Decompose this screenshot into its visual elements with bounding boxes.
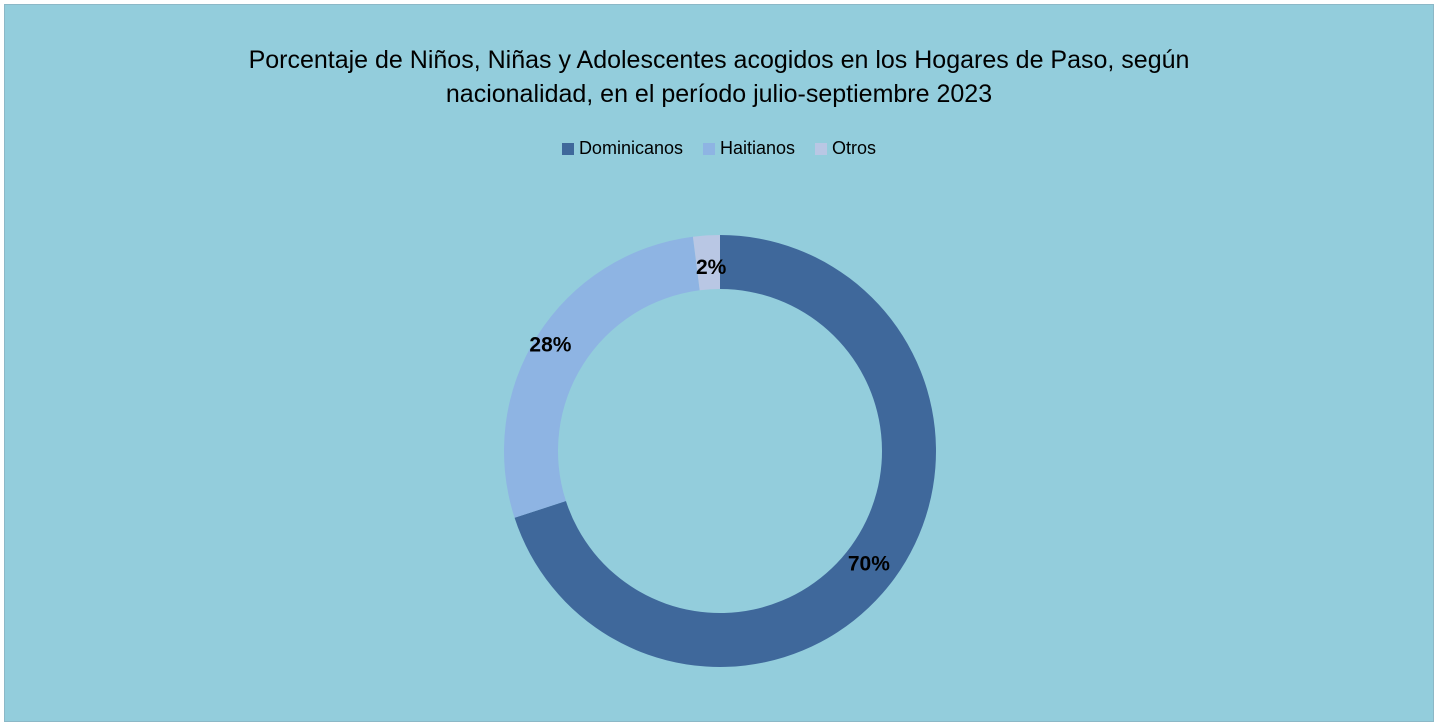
legend-item-haitianos: Haitianos	[702, 138, 796, 159]
legend-label-haitianos: Haitianos	[719, 138, 796, 158]
chart-title: Porcentaje de Niños, Niñas y Adolescente…	[5, 43, 1433, 111]
slice-haitianos	[503, 236, 700, 518]
data-label-dominicanos: 70%	[848, 553, 890, 576]
legend-label-dominicanos: Dominicanos	[578, 138, 683, 158]
chart-title-line-1: Porcentaje de Niños, Niñas y Adolescente…	[248, 46, 1190, 74]
slice-otros	[692, 235, 720, 291]
chart-legend: Dominicanos Haitianos Otros	[5, 138, 1433, 159]
legend-label-otros: Otros	[832, 138, 877, 158]
data-label-haitianos: 28%	[529, 333, 571, 356]
data-label-otros: 2%	[696, 256, 727, 279]
legend-swatch-otros	[815, 142, 828, 155]
chart-title-line-2: nacionalidad, en el período julio-septie…	[445, 80, 993, 108]
legend-swatch-dominicanos	[561, 142, 574, 155]
chart-area: Porcentaje de Niños, Niñas y Adolescente…	[4, 4, 1434, 722]
legend-swatch-haitianos	[702, 142, 715, 155]
legend-item-otros: Otros	[815, 138, 876, 159]
legend-item-dominicanos: Dominicanos	[561, 138, 683, 159]
doughnut-plot: 70% 28% 2%	[503, 235, 937, 667]
